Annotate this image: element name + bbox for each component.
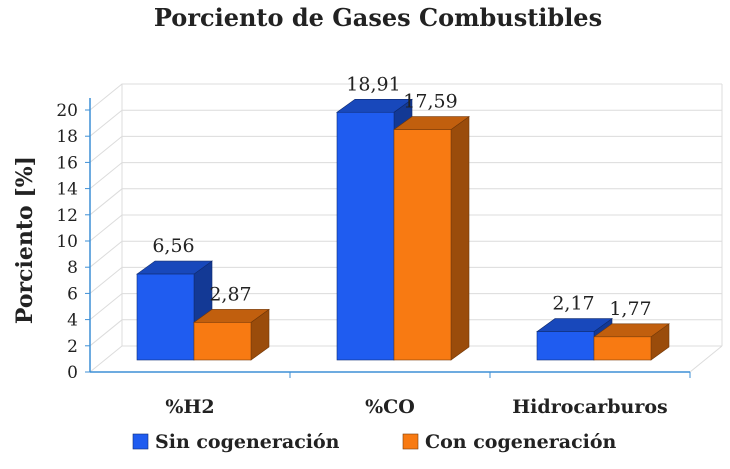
y-tick-labels: 0 2 4 6 8 10 12 14 16 18 20 [56,101,78,383]
data-label: 18,91 [346,73,400,95]
data-label: 2,87 [209,283,251,305]
legend-item: Con cogeneración [402,431,617,453]
y-tick-label: 8 [67,258,78,278]
y-tick-label: 12 [56,206,78,226]
data-label: 6,56 [152,235,194,257]
data-label: 1,77 [609,298,651,320]
bar-front [593,336,652,361]
gridline [89,135,722,163]
y-tick-label: 4 [67,311,78,331]
chart-title: Porciento de Gases Combustibles [154,3,602,32]
gridline [89,109,722,137]
y-tick-label: 14 [56,180,78,200]
legend-swatch [132,433,149,450]
category-label: %H2 [165,396,214,418]
legend-label: Con cogeneración [425,431,617,453]
bar-front [536,331,595,361]
bar [393,115,470,361]
bar [193,308,270,361]
gridline [89,345,722,373]
legend: Sin cogeneración Con cogeneración [132,431,617,453]
y-tick-label: 16 [56,153,78,173]
gridline [89,319,722,347]
y-tick-label: 6 [67,284,78,304]
bar-side [450,115,470,361]
bar-front [393,129,452,361]
data-label: 17,59 [403,91,457,113]
bar-front [193,322,252,361]
gridlines [89,83,723,373]
gridline [89,214,722,242]
gridline [89,240,722,268]
legend-label: Sin cogeneración [155,431,340,453]
y-tick-label: 10 [56,232,78,252]
y-tick-label: 2 [67,337,78,357]
gridline [89,293,722,320]
category-label: %CO [365,396,415,418]
y-tick-label: 20 [56,101,78,121]
gridline [89,188,722,216]
legend-item: Sin cogeneración [132,431,340,453]
bar [593,323,670,361]
y-axis-label: Porciento [%] [12,156,38,324]
y-tick-label: 18 [56,127,78,147]
gridline [89,162,722,189]
bar-front [136,273,195,361]
gridline [89,266,722,294]
category-label: Hidrocarburos [512,396,668,418]
legend-swatch [402,433,419,450]
category-labels: %H2 %CO Hidrocarburos [165,396,667,418]
gridline [89,83,722,111]
bar-front [336,111,395,361]
bar [136,260,213,361]
floor-edge [689,345,723,373]
y-tick-label: 0 [67,363,78,383]
axes [85,98,691,378]
data-label: 2,17 [552,293,594,315]
